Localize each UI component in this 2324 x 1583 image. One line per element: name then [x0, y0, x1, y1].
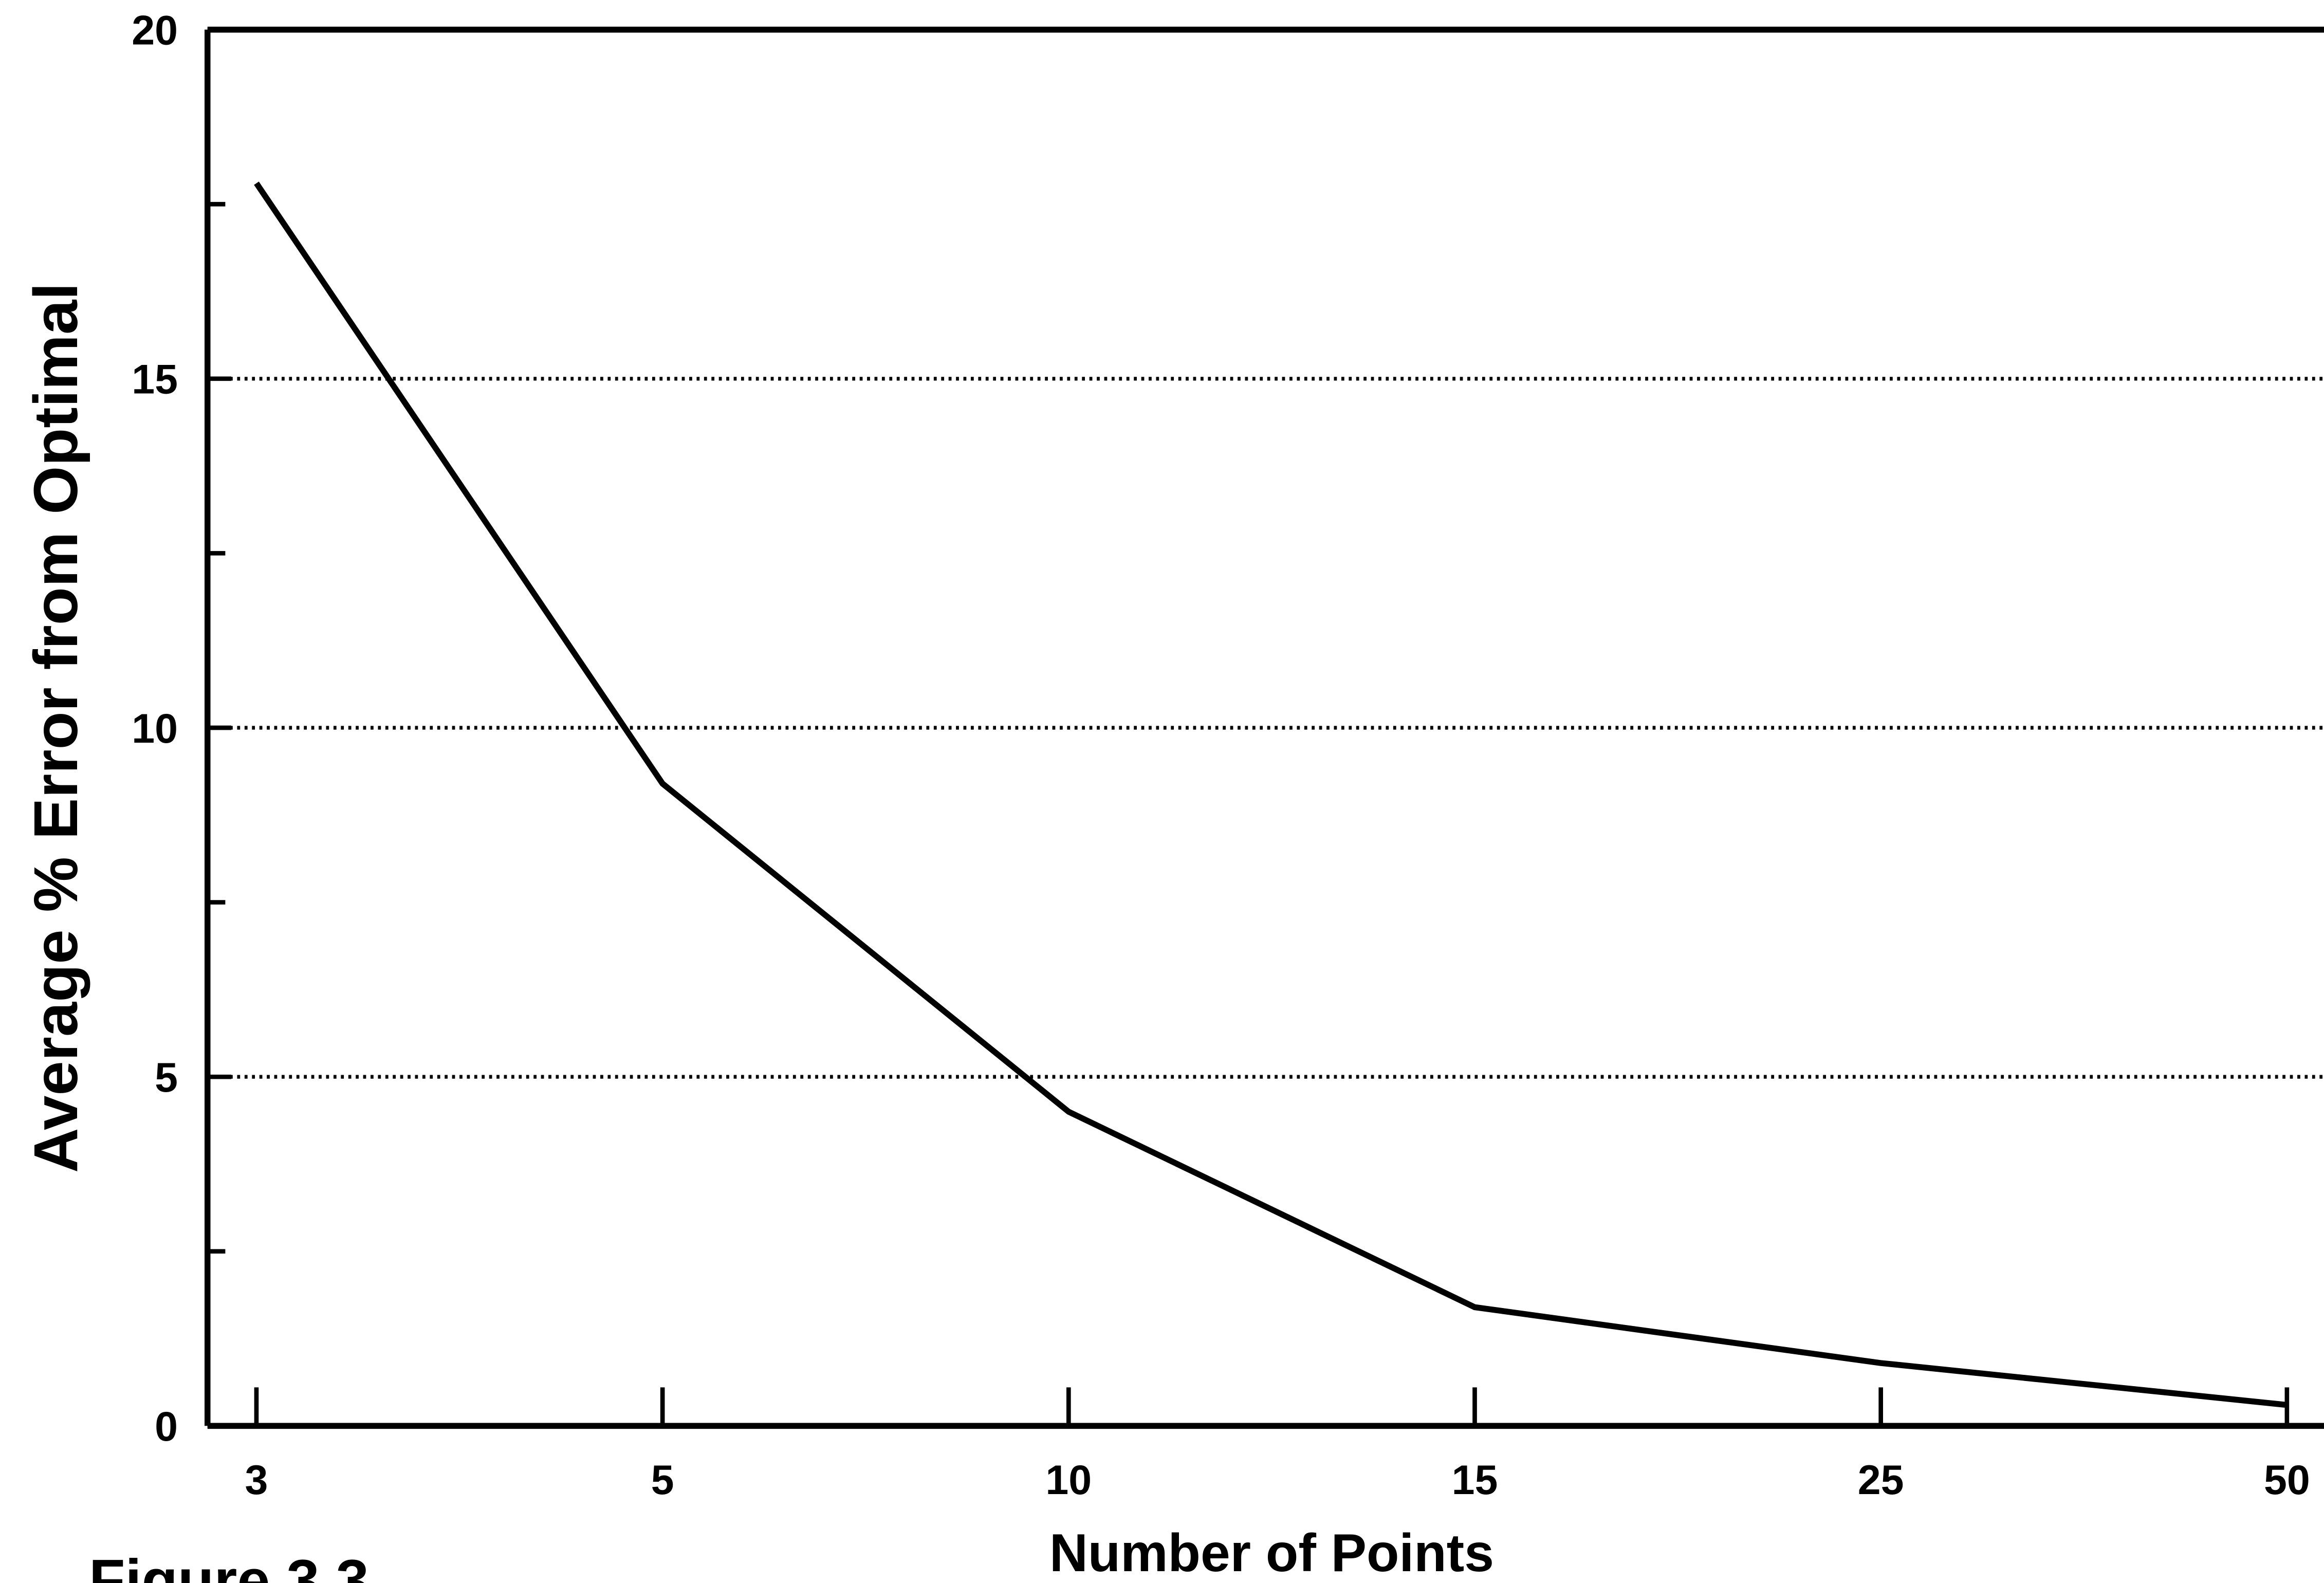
- y-tick-label: 10: [132, 706, 178, 752]
- data-line: [254, 181, 2288, 1408]
- x-axis-label: Number of Points: [1049, 1523, 1494, 1583]
- x-tick-label: 15: [1452, 1457, 1498, 1503]
- y-tick-label: 0: [155, 1404, 178, 1450]
- x-tick-label: 50: [2264, 1457, 2310, 1503]
- x-tick-label: 3: [245, 1457, 268, 1503]
- y-tick-label: 5: [155, 1055, 178, 1101]
- y-tick-label: 15: [132, 357, 178, 403]
- y-tick-label: 20: [132, 8, 178, 54]
- caption: Figure 3.3: [89, 1548, 369, 1583]
- y-axis-label: Average % Error from Optimal: [21, 283, 90, 1173]
- x-tick-label: 10: [1045, 1457, 1092, 1503]
- x-tick-label: 25: [1858, 1457, 1904, 1503]
- x-tick-label: 5: [651, 1457, 674, 1503]
